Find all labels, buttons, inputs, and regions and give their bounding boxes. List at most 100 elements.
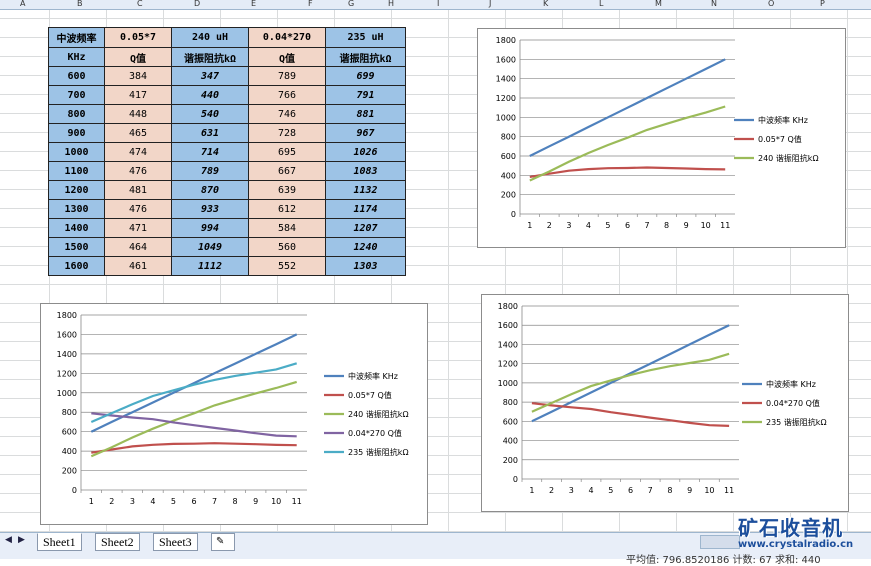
cell-q2[interactable]: Q值 xyxy=(248,47,326,67)
cell-z2[interactable]: 1026 xyxy=(325,142,406,162)
cell-q1[interactable]: 464 xyxy=(104,237,172,257)
column-header-o[interactable]: O xyxy=(768,0,775,8)
cell-z1[interactable]: 933 xyxy=(171,199,249,219)
column-header-b[interactable]: B xyxy=(77,0,83,8)
cell-z1[interactable]: 347 xyxy=(171,66,249,86)
cell-q1[interactable]: 474 xyxy=(104,142,172,162)
cell-q1[interactable]: 417 xyxy=(104,85,172,105)
cell-q1[interactable]: 476 xyxy=(104,199,172,219)
cell-z1[interactable]: 谐振阻抗kΩ xyxy=(171,47,249,67)
column-header-d[interactable]: D xyxy=(194,0,201,8)
cell-z2[interactable]: 1303 xyxy=(325,256,406,276)
cell-freq[interactable]: 1200 xyxy=(48,180,105,200)
cell-z2[interactable]: 1240 xyxy=(325,237,406,257)
x-tick-label: 2 xyxy=(547,221,552,230)
series-line xyxy=(90,362,298,424)
column-header-c[interactable]: C xyxy=(137,0,143,8)
next-sheet-icon[interactable]: ▶ xyxy=(18,535,25,545)
cell-z2[interactable]: 1174 xyxy=(325,199,406,219)
column-header-e[interactable]: E xyxy=(251,0,257,8)
cell-q2[interactable]: 612 xyxy=(248,199,326,219)
cell-q2[interactable]: 728 xyxy=(248,123,326,143)
column-header-i[interactable]: I xyxy=(437,0,440,8)
column-header-f[interactable]: F xyxy=(308,0,313,8)
column-header-l[interactable]: L xyxy=(599,0,604,8)
y-tick-label: 1400 xyxy=(498,340,518,349)
column-header-a[interactable]: A xyxy=(20,0,26,8)
cell-freq[interactable]: 700 xyxy=(48,85,105,105)
cell-z1[interactable]: 1112 xyxy=(171,256,249,276)
cell-z1[interactable]: 540 xyxy=(171,104,249,124)
chart-top-right[interactable]: 0 200 400 600 800 1000 1200 1400 1600 1800 1 2 3 4 5 6 7… xyxy=(477,28,846,248)
cell-freq[interactable]: 900 xyxy=(48,123,105,143)
cell-q1[interactable]: 384 xyxy=(104,66,172,86)
cell-q1[interactable]: 481 xyxy=(104,180,172,200)
cell-q2[interactable]: 746 xyxy=(248,104,326,124)
y-tick-label: 1400 xyxy=(496,75,516,84)
cell-z2[interactable]: 881 xyxy=(325,104,406,124)
x-tick-label: 3 xyxy=(130,497,135,506)
cell-z1[interactable]: 714 xyxy=(171,142,249,162)
cell-q1[interactable]: Q值 xyxy=(104,47,172,67)
tab-sheet1[interactable]: Sheet1 xyxy=(37,533,82,551)
cell-q2[interactable]: 552 xyxy=(248,256,326,276)
cell-q2[interactable]: 0.04*270 xyxy=(248,27,326,48)
column-header-j[interactable]: J xyxy=(489,0,492,8)
cell-freq[interactable]: 1300 xyxy=(48,199,105,219)
y-tick-label: 1600 xyxy=(57,330,77,339)
cell-z1[interactable]: 789 xyxy=(171,161,249,181)
cell-freq[interactable]: 1000 xyxy=(48,142,105,162)
cell-q2[interactable]: 766 xyxy=(248,85,326,105)
cell-freq[interactable]: 800 xyxy=(48,104,105,124)
tab-sheet2[interactable]: Sheet2 xyxy=(95,533,140,551)
cell-q2[interactable]: 560 xyxy=(248,237,326,257)
cell-q1[interactable]: 461 xyxy=(104,256,172,276)
insert-sheet-icon[interactable]: ✎ xyxy=(211,533,235,551)
cell-q2[interactable]: 584 xyxy=(248,218,326,238)
x-tick-label: 1 xyxy=(89,497,94,506)
cell-z2[interactable]: 1132 xyxy=(325,180,406,200)
column-header-g[interactable]: G xyxy=(348,0,355,8)
cell-freq[interactable]: 1600 xyxy=(48,256,105,276)
cell-freq[interactable]: 1400 xyxy=(48,218,105,238)
cell-q1[interactable]: 448 xyxy=(104,104,172,124)
prev-sheet-icon[interactable]: ◀ xyxy=(5,535,12,545)
column-header-k[interactable]: K xyxy=(543,0,549,8)
cell-z2[interactable]: 699 xyxy=(325,66,406,86)
chart-bottom-right[interactable]: 0 200 400 600 800 1000 1200 1400 1600 1800 1 2 3 4 5 6 7… xyxy=(481,294,849,512)
cell-q2[interactable]: 639 xyxy=(248,180,326,200)
y-tick-label: 1000 xyxy=(498,379,518,388)
column-header-h[interactable]: H xyxy=(388,0,395,8)
cell-z2[interactable]: 235 uH xyxy=(325,27,406,48)
cell-z2[interactable]: 1207 xyxy=(325,218,406,238)
cell-q1[interactable]: 0.05*7 xyxy=(104,27,172,48)
cell-freq[interactable]: 1500 xyxy=(48,237,105,257)
cell-q1[interactable]: 471 xyxy=(104,218,172,238)
cell-z2[interactable]: 谐振阻抗kΩ xyxy=(325,47,406,67)
cell-z2[interactable]: 967 xyxy=(325,123,406,143)
cell-q2[interactable]: 789 xyxy=(248,66,326,86)
cell-freq[interactable]: 中波频率 xyxy=(48,27,105,48)
cell-z1[interactable]: 631 xyxy=(171,123,249,143)
cell-freq[interactable]: 600 xyxy=(48,66,105,86)
cell-z1[interactable]: 870 xyxy=(171,180,249,200)
chart-bottom-left[interactable]: 0 200 400 600 800 1000 1200 1400 1600 1800 1 2 3 4 5 6 7… xyxy=(40,303,428,525)
cell-z2[interactable]: 1083 xyxy=(325,161,406,181)
column-header-m[interactable]: M xyxy=(655,0,662,8)
cell-q1[interactable]: 465 xyxy=(104,123,172,143)
cell-z1[interactable]: 1049 xyxy=(171,237,249,257)
cell-freq[interactable]: KHz xyxy=(48,47,105,67)
cell-z1[interactable]: 440 xyxy=(171,85,249,105)
cell-freq[interactable]: 1100 xyxy=(48,161,105,181)
horizontal-scrollbar[interactable] xyxy=(700,535,740,549)
cell-z1[interactable]: 994 xyxy=(171,218,249,238)
column-header-n[interactable]: N xyxy=(711,0,717,8)
cell-q2[interactable]: 667 xyxy=(248,161,326,181)
tab-sheet3[interactable]: Sheet3 xyxy=(153,533,198,551)
column-header-p[interactable]: P xyxy=(820,0,825,8)
column-header-bar[interactable]: A B C D E F G H I J K L M N O P xyxy=(0,0,871,10)
cell-q1[interactable]: 476 xyxy=(104,161,172,181)
cell-z1[interactable]: 240 uH xyxy=(171,27,249,48)
cell-q2[interactable]: 695 xyxy=(248,142,326,162)
cell-z2[interactable]: 791 xyxy=(325,85,406,105)
